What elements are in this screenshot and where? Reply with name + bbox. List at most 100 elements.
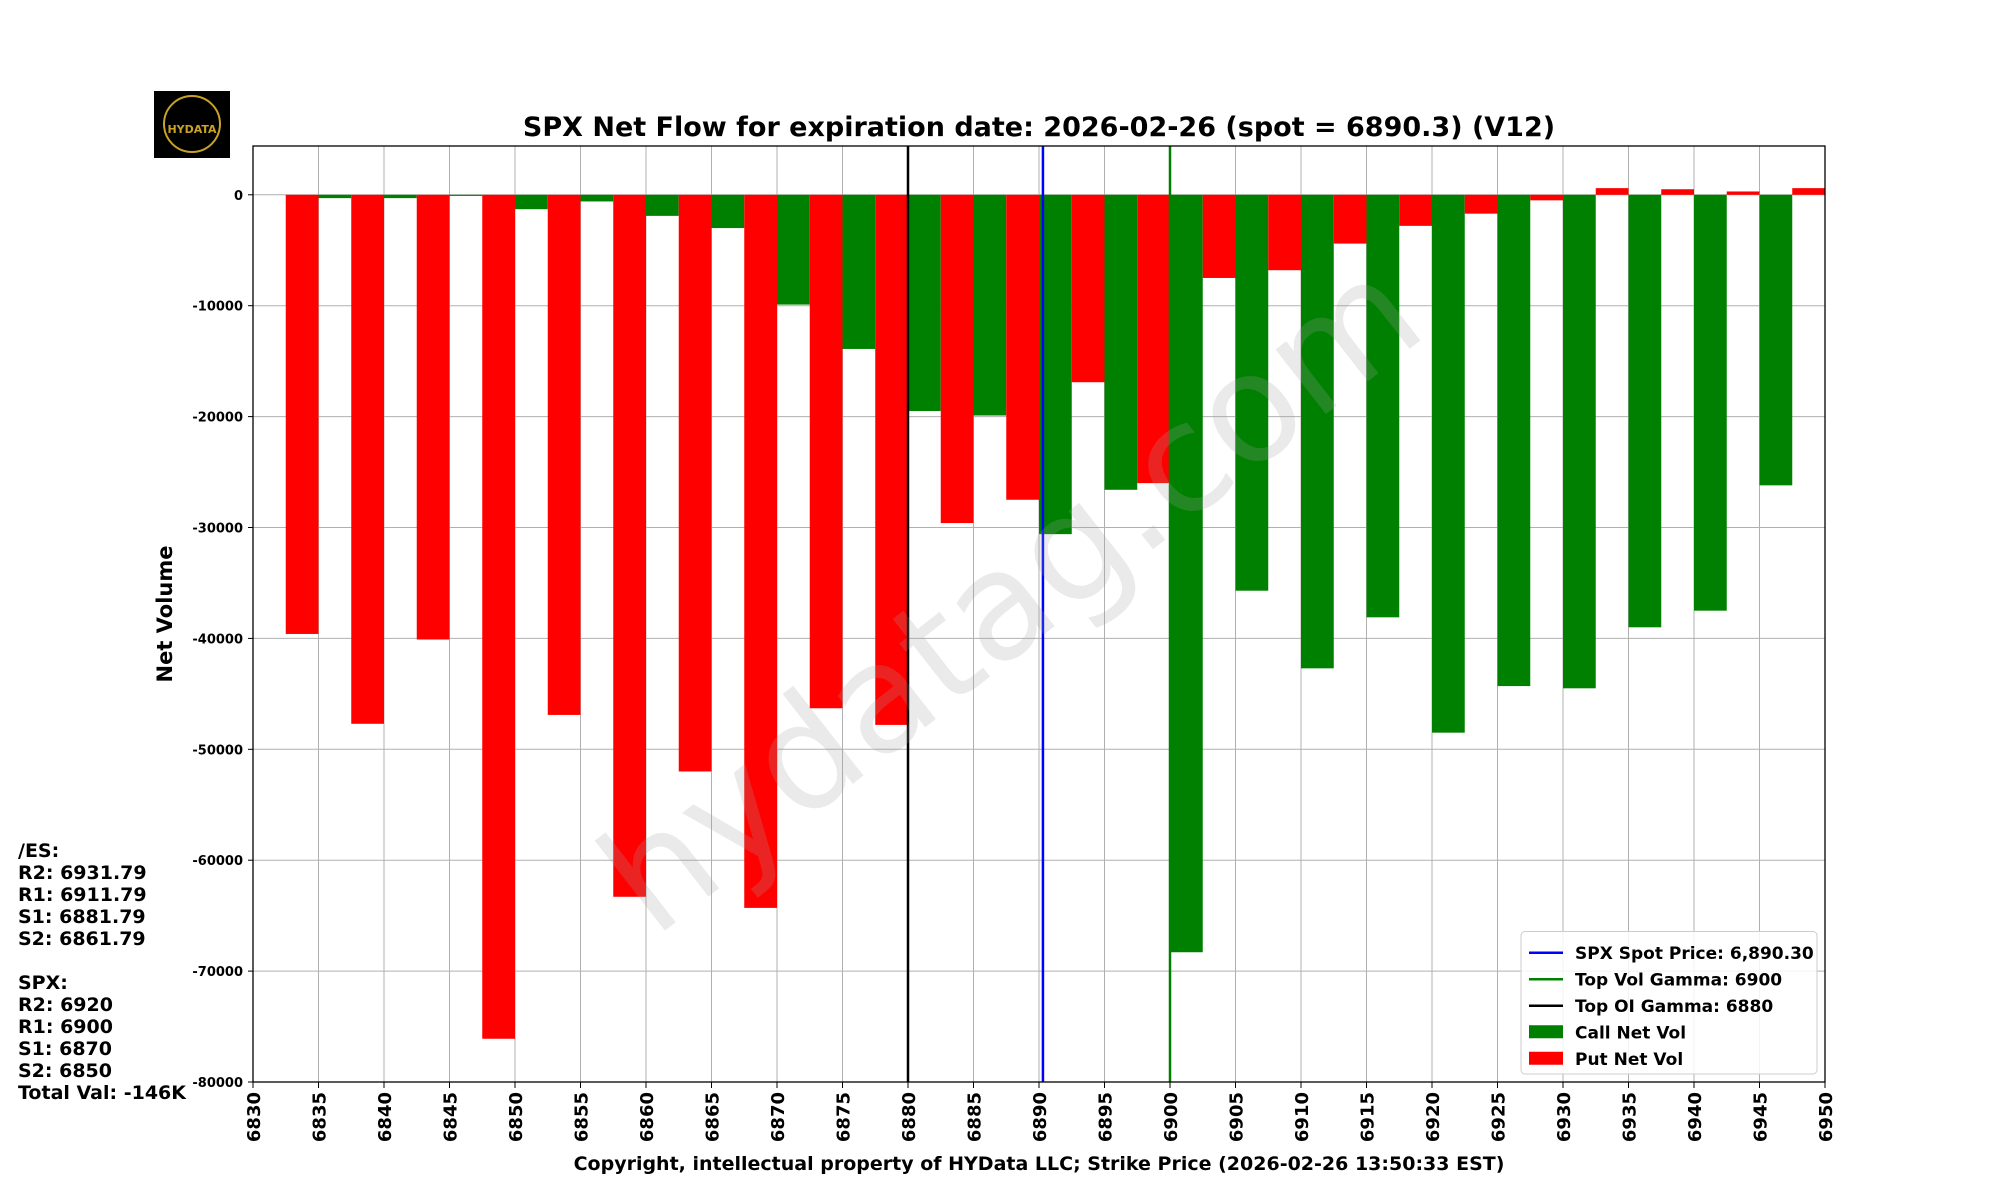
bar [908,194,941,412]
sidebar-line: R2: 6931.79 [18,862,147,884]
x-tick-label: 6925 [1489,1092,1510,1142]
bar [1759,194,1793,486]
y-tick-label: -30000 [192,521,243,536]
bar [842,194,876,349]
bar [1497,194,1531,687]
bar [744,194,777,908]
legend-swatch [1529,1051,1563,1065]
x-tick-label: 6895 [1096,1092,1117,1142]
x-tick-label: 6880 [899,1092,920,1142]
x-tick-label: 6870 [768,1092,789,1142]
bar [285,194,319,634]
x-tick-label: 6875 [834,1092,855,1142]
x-tick-label: 6845 [441,1092,462,1142]
bar [1104,194,1138,490]
bar [711,194,745,229]
bar [1170,194,1203,953]
sidebar-line: Total Val: -146K [18,1082,187,1104]
x-tick-label: 6865 [703,1092,724,1142]
bar [1202,194,1236,278]
bar [1563,194,1596,689]
y-tick-label: -20000 [192,411,243,426]
legend-box [1520,931,1818,1075]
bar [580,194,614,202]
bar [1530,194,1563,201]
x-tick-label: 6950 [1816,1092,1837,1142]
bar [1464,194,1498,214]
bar [777,194,810,305]
bar [547,194,581,715]
bar [1333,194,1367,244]
bar [1595,188,1629,195]
y-tick-label: -70000 [192,965,243,980]
bar [351,194,384,724]
x-tick-label: 6890 [1030,1092,1051,1142]
bar [1628,194,1662,628]
bar [384,194,417,199]
bar [1301,194,1334,669]
x-tick-label: 6940 [1685,1092,1706,1142]
sidebar-title: /ES: [18,840,59,862]
y-axis-label: Net Volume [153,546,177,683]
bar [940,194,974,524]
x-tick-label: 6860 [637,1092,658,1142]
y-tick-label: 0 [234,189,243,204]
plot-frame [252,145,1826,1083]
sidebar-line: S2: 6850 [18,1060,112,1082]
bar [1399,194,1432,226]
legend-label: SPX Spot Price: 6,890.30 [1575,944,1814,964]
x-tick-label: 6945 [1751,1092,1772,1142]
bar [1137,194,1170,484]
sidebar-line: S2: 6861.79 [18,928,146,950]
logo-ring [163,95,221,153]
legend-swatch [1529,1025,1563,1039]
x-tick-label: 6920 [1423,1092,1444,1142]
bar [1006,194,1039,500]
legend-label: Top OI Gamma: 6880 [1575,997,1773,1017]
sidebar-line: R1: 6900 [18,1016,113,1038]
bar [1694,194,1727,611]
bar [515,194,548,210]
bar [973,194,1007,416]
x-tick-label: 6855 [572,1092,593,1142]
sidebar-line: S1: 6870 [18,1038,112,1060]
bar [646,194,679,216]
x-tick-label: 6935 [1620,1092,1641,1142]
sidebar-line: S1: 6881.79 [18,906,146,928]
logo-box [154,91,230,158]
y-tick-label: -40000 [192,632,243,647]
bar [416,194,450,640]
bar [613,194,646,897]
bar [1661,189,1694,195]
bar [809,194,843,709]
chart-title: SPX Net Flow for expiration date: 2026-0… [523,112,1555,143]
legend-label: Top Vol Gamma: 6900 [1575,970,1782,990]
bar [1039,194,1072,535]
x-tick-label: 6835 [310,1092,331,1142]
y-tick-label: -80000 [192,1076,243,1091]
bar [1792,188,1825,195]
x-tick-label: 6910 [1292,1092,1313,1142]
bar [449,194,483,196]
x-tick-label: 6915 [1358,1092,1379,1142]
y-tick-label: -50000 [192,743,243,758]
y-tick-label: -60000 [192,854,243,869]
bar [1235,194,1269,591]
bar [1366,194,1400,618]
x-tick-label: 6900 [1161,1092,1182,1142]
legend-label: Call Net Vol [1575,1023,1686,1043]
x-axis-label: Copyright, intellectual property of HYDa… [574,1153,1505,1175]
bar [678,194,712,772]
sidebar-title: SPX: [18,972,68,994]
y-tick-label: -10000 [192,300,243,315]
sidebar-line: R1: 6911.79 [18,884,147,906]
x-tick-label: 6840 [375,1092,396,1142]
bar [1268,194,1301,271]
logo-text: HYDATA [167,123,217,136]
bar [1432,194,1465,733]
x-tick-label: 6930 [1554,1092,1575,1142]
sidebar-line: R2: 6920 [18,994,113,1016]
x-tick-label: 6905 [1227,1092,1248,1142]
bar [875,194,908,725]
